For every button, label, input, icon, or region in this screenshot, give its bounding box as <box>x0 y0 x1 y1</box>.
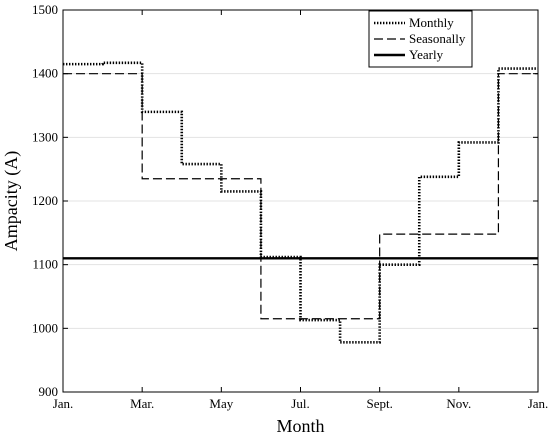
y-tick-label: 1400 <box>32 66 58 81</box>
y-tick-label: 900 <box>39 384 59 399</box>
legend-label-seasonally: Seasonally <box>409 31 466 46</box>
series-layer <box>63 61 538 344</box>
gridlines <box>63 73 538 329</box>
y-axis-label: Ampacity (A) <box>1 151 22 251</box>
x-tick-label: Nov. <box>446 396 471 411</box>
x-tick-label: Jan. <box>53 396 74 411</box>
series-line-seasonally <box>63 73 538 320</box>
y-tick-label: 1100 <box>32 257 58 272</box>
y-tick-label: 1000 <box>32 320 58 335</box>
y-tick-label: 1500 <box>32 2 58 17</box>
legend-label-monthly: Monthly <box>409 15 454 30</box>
y-tick-label: 1200 <box>32 193 58 208</box>
legend-label-yearly: Yearly <box>409 47 444 62</box>
y-tick-label: 1300 <box>32 129 58 144</box>
axis-ticks: 900 1000 1100 1200 1300 1400 1500 Jan. Mar. May Ju… <box>32 2 548 411</box>
x-tick-label: Mar. <box>130 396 154 411</box>
x-axis-label: Month <box>276 416 324 436</box>
x-tick-label: Jul. <box>291 396 309 411</box>
x-tick-label: Sept. <box>366 396 392 411</box>
x-tick-label: Jan. <box>528 396 549 411</box>
x-tick-label: May <box>209 396 233 411</box>
legend-box <box>368 10 473 68</box>
